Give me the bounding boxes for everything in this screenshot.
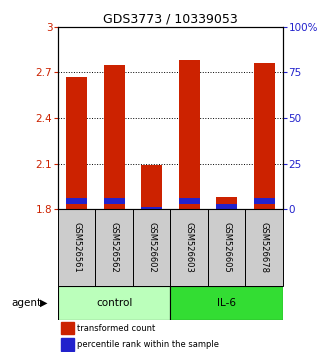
Text: ▶: ▶ bbox=[40, 298, 47, 308]
Bar bbox=[104, 65, 124, 209]
Bar bbox=[141, 165, 162, 209]
Bar bbox=[216, 204, 237, 209]
Bar bbox=[170, 286, 283, 320]
Bar bbox=[254, 63, 274, 209]
Bar bbox=[254, 198, 274, 204]
Bar bbox=[61, 338, 74, 350]
Bar bbox=[141, 207, 162, 209]
Bar bbox=[208, 209, 246, 286]
Text: transformed count: transformed count bbox=[77, 324, 155, 333]
Bar bbox=[95, 209, 133, 286]
Bar bbox=[179, 60, 200, 209]
Bar bbox=[66, 77, 87, 209]
Title: GDS3773 / 10339053: GDS3773 / 10339053 bbox=[103, 12, 238, 25]
Text: agent: agent bbox=[12, 298, 42, 308]
Bar bbox=[66, 198, 87, 204]
Text: GSM526562: GSM526562 bbox=[110, 222, 119, 273]
Text: percentile rank within the sample: percentile rank within the sample bbox=[77, 340, 219, 349]
Bar bbox=[58, 286, 170, 320]
Bar bbox=[133, 209, 170, 286]
Bar bbox=[61, 322, 74, 335]
Text: IL-6: IL-6 bbox=[217, 298, 236, 308]
Bar bbox=[58, 209, 95, 286]
Bar bbox=[179, 198, 200, 204]
Text: GSM526605: GSM526605 bbox=[222, 222, 231, 273]
Bar bbox=[170, 209, 208, 286]
Text: GSM526603: GSM526603 bbox=[185, 222, 194, 273]
Bar bbox=[246, 209, 283, 286]
Text: GSM526602: GSM526602 bbox=[147, 222, 156, 273]
Text: GSM526561: GSM526561 bbox=[72, 222, 81, 273]
Bar bbox=[104, 198, 124, 204]
Text: GSM526678: GSM526678 bbox=[260, 222, 269, 273]
Text: control: control bbox=[96, 298, 132, 308]
Bar bbox=[216, 197, 237, 209]
